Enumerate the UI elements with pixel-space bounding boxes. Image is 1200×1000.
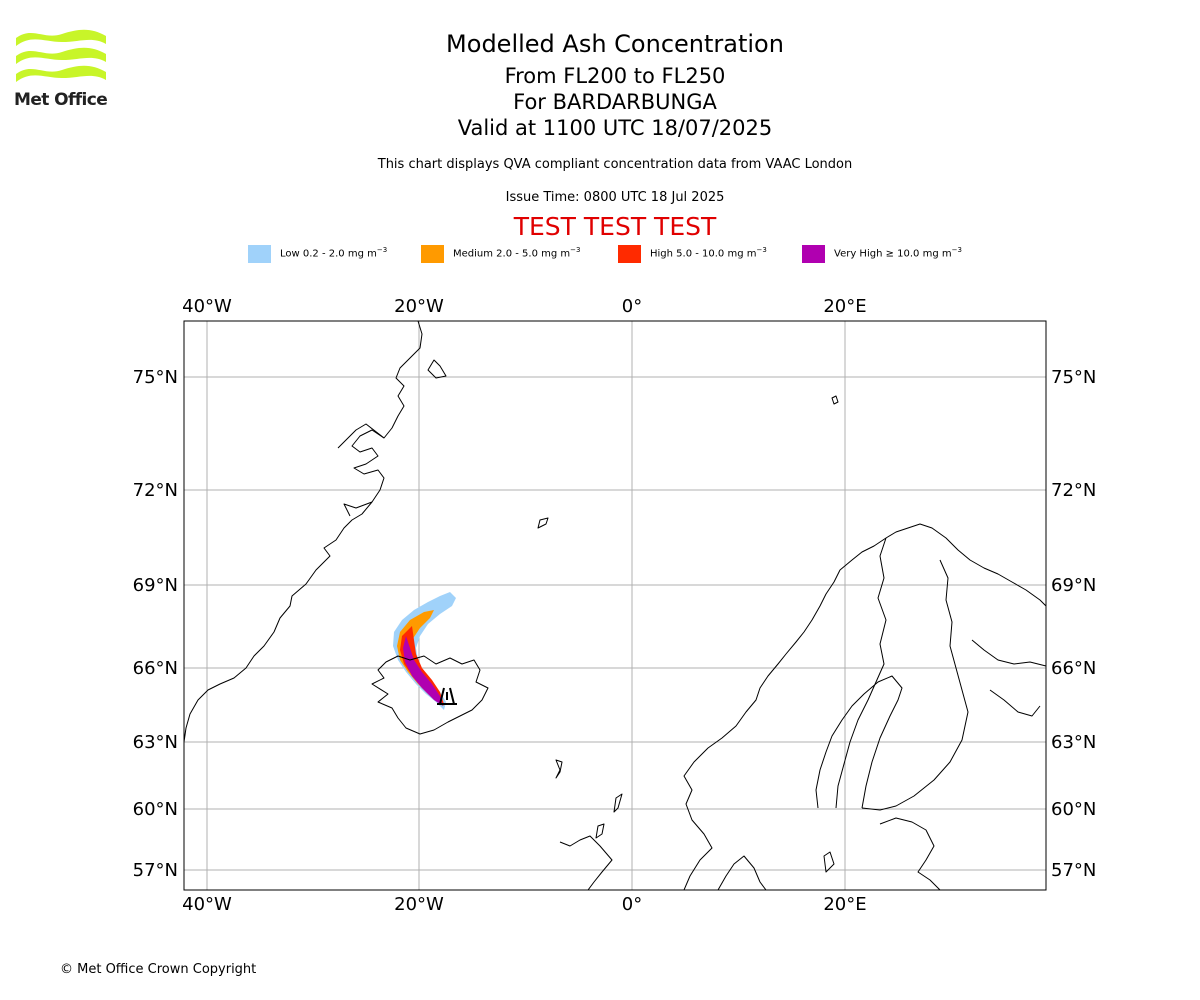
- scandinavia-interior-border: [835, 537, 887, 809]
- svalbard-island: [427, 359, 447, 379]
- lat-right-75n: 75°N: [1051, 367, 1096, 388]
- gulf-of-bothnia: [815, 675, 903, 809]
- legend-label-medium: Medium 2.0 - 5.0 mg m: [453, 248, 571, 260]
- issue-time: Issue Time: 0800 UTC 18 Jul 2025: [505, 190, 725, 205]
- lat-left-72n: 72°N: [133, 480, 178, 501]
- lon-bottom-0: 0°: [622, 894, 642, 915]
- volcano-symbol-icon: [437, 687, 457, 705]
- lat-left-66n: 66°N: [133, 658, 178, 679]
- lat-left-69n: 69°N: [133, 575, 178, 596]
- met-office-wave-icon: [16, 29, 106, 82]
- lat-right-66n: 66°N: [1051, 658, 1096, 679]
- legend-swatch-high: [618, 245, 641, 263]
- gotland-island: [823, 851, 835, 873]
- flight-levels: From FL200 to FL250: [504, 64, 726, 88]
- lat-left-60n: 60°N: [133, 799, 178, 820]
- ash-area-very-high: [403, 636, 443, 706]
- legend-exp-low: −3: [376, 246, 388, 254]
- lon-bottom-40w: 40°W: [182, 894, 232, 915]
- lon-top-40w: 40°W: [182, 296, 232, 317]
- scandinavia-coast: [683, 523, 1047, 891]
- ash-plume: [393, 592, 456, 710]
- lon-top-20e: 20°E: [823, 296, 866, 317]
- white-sea: [989, 689, 1041, 717]
- lat-left-57n: 57°N: [133, 860, 178, 881]
- greenland-fjord-2: [343, 501, 373, 517]
- legend-swatch-very-high: [802, 245, 825, 263]
- finland-border: [861, 559, 969, 811]
- legend: Low 0.2 - 2.0 mg m−3 Medium 2.0 - 5.0 mg…: [0, 244, 1200, 264]
- legend-label-high: High 5.0 - 10.0 mg m: [650, 248, 757, 260]
- graticule: [184, 321, 1046, 890]
- lon-bottom-20w: 20°W: [394, 894, 444, 915]
- lat-right-72n: 72°N: [1051, 480, 1096, 501]
- lon-bottom-20e: 20°E: [823, 894, 866, 915]
- faroe-islands: [555, 759, 563, 779]
- bear-island: [831, 395, 839, 405]
- lat-right-60n: 60°N: [1051, 799, 1096, 820]
- chart-title: Modelled Ash Concentration: [446, 30, 784, 58]
- lat-left-75n: 75°N: [133, 367, 178, 388]
- qva-note: This chart displays QVA compliant concen…: [377, 157, 853, 172]
- logo-text: Met Office: [14, 90, 108, 110]
- legend-exp-medium: −3: [570, 246, 581, 254]
- valid-time: Valid at 1100 UTC 18/07/2025: [457, 116, 773, 140]
- legend-swatch-medium: [421, 245, 444, 263]
- legend-exp-very-high: −3: [951, 246, 962, 254]
- lat-right-63n: 63°N: [1051, 732, 1096, 753]
- coastlines: [183, 320, 1047, 891]
- scotland-coast: [559, 835, 613, 891]
- shetland-islands: [595, 823, 605, 839]
- ash-map: 40°W 20°W 0° 20°E 40°W 20°W 0° 20°E 75°N…: [133, 296, 1097, 915]
- legend-label-low: Low 0.2 - 2.0 mg m: [280, 248, 377, 260]
- greenland-fjord-1: [337, 423, 385, 449]
- orkney-islands: [613, 793, 623, 813]
- denmark-coast: [717, 855, 767, 891]
- iceland-coast: [371, 655, 489, 735]
- greenland-coast: [183, 320, 423, 743]
- lon-top-0: 0°: [622, 296, 642, 317]
- lat-right-57n: 57°N: [1051, 860, 1096, 881]
- russia-kola-coast: [971, 639, 1047, 667]
- legend-exp-high: −3: [756, 246, 767, 254]
- lat-left-63n: 63°N: [133, 732, 178, 753]
- map-frame: [183, 320, 1047, 891]
- met-office-logo: Met Office: [14, 28, 110, 114]
- legend-label-very-high: Very High ≥ 10.0 mg m: [834, 248, 952, 260]
- lat-right-69n: 69°N: [1051, 575, 1096, 596]
- volcano-name: For BARDARBUNGA: [513, 90, 717, 114]
- legend-swatch-low: [248, 245, 271, 263]
- jan-mayen-island: [537, 517, 549, 529]
- baltic-coast: [879, 817, 941, 891]
- copyright-notice: © Met Office Crown Copyright: [60, 962, 257, 977]
- ash-area-high: [400, 626, 444, 704]
- lon-top-20w: 20°W: [394, 296, 444, 317]
- test-banner: TEST TEST TEST: [513, 212, 717, 241]
